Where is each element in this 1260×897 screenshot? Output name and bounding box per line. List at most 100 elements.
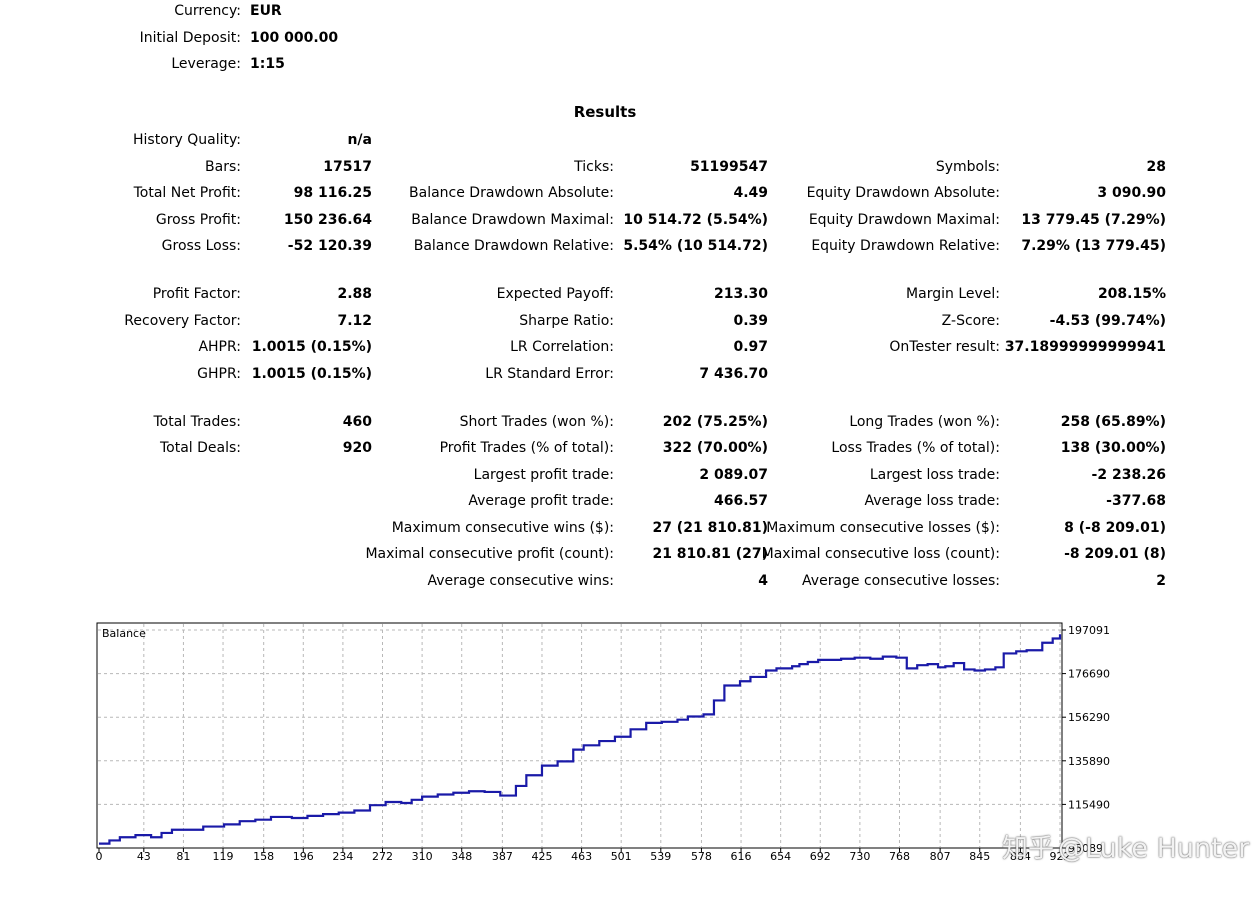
- y-tick-label: 156290: [1068, 711, 1110, 724]
- result-label: Average profit trade:: [468, 493, 614, 509]
- result-label: Average consecutive wins:: [427, 572, 614, 589]
- y-tick-label: 95089: [1068, 842, 1103, 855]
- header-label: Currency:: [174, 3, 241, 19]
- x-tick-label: 387: [492, 850, 513, 863]
- result-label: Maximal consecutive profit (count):: [365, 546, 614, 562]
- result-label: Profit Factor:: [152, 286, 241, 302]
- y-axis-ticks: 197091 176690 156290 135890 115490 95089: [1062, 624, 1110, 855]
- result-label: Maximum consecutive losses ($):: [766, 519, 1000, 536]
- x-tick-label: 730: [849, 850, 870, 863]
- result-value: 17517: [323, 158, 372, 175]
- result-label: Ticks:: [574, 158, 614, 175]
- x-tick-label: 922: [1050, 850, 1071, 863]
- result-label: Profit Trades (% of total):: [439, 440, 614, 456]
- result-label: Balance Drawdown Absolute:: [409, 185, 614, 201]
- y-tick-label: 176690: [1068, 668, 1110, 681]
- result-value: 7.12: [337, 312, 372, 329]
- result-value: 322 (70.00%): [662, 440, 768, 456]
- result-label: Total Trades:: [153, 413, 242, 430]
- x-tick-label: 768: [889, 850, 910, 863]
- y-tick-label: 197091: [1068, 624, 1110, 637]
- x-tick-label: 158: [253, 850, 274, 863]
- x-tick-label: 43: [137, 850, 151, 863]
- x-tick-label: 81: [176, 850, 190, 863]
- x-tick-label: 654: [770, 850, 791, 863]
- result-label: Maximum consecutive wins ($):: [391, 519, 614, 536]
- x-tick-label: 501: [611, 850, 632, 863]
- result-value: 21 810.81 (27): [652, 546, 768, 562]
- result-label: Expected Payoff:: [496, 286, 614, 302]
- x-tick-label: 348: [451, 850, 472, 863]
- x-tick-label: 692: [810, 850, 831, 863]
- result-value: 8 (-8 209.01): [1064, 519, 1166, 536]
- result-label: Gross Profit:: [155, 211, 241, 228]
- result-value: 2: [1156, 572, 1166, 589]
- result-label: Total Deals:: [159, 440, 241, 456]
- result-label: Symbols:: [935, 158, 1000, 175]
- x-tick-label: 196: [293, 850, 314, 863]
- result-value: 213.30: [713, 286, 768, 302]
- x-axis-ticks: 0 43 81 119 158 196 234 272 310 348 387 425 463 501 53…: [96, 848, 1071, 863]
- balance-chart: Balance 197091 176690 156290 135890 115490 95…: [96, 622, 1110, 863]
- result-value: -2 238.26: [1091, 466, 1166, 483]
- result-label: Maximal consecutive loss (count):: [761, 546, 1000, 562]
- result-value: 7.29% (13 779.45): [1021, 238, 1166, 254]
- header-label: Leverage:: [171, 56, 241, 72]
- result-value: 2.88: [337, 286, 372, 302]
- result-label: Sharpe Ratio:: [519, 312, 614, 329]
- result-label: Balance Drawdown Relative:: [413, 238, 614, 254]
- header-value: 100 000.00: [250, 29, 339, 46]
- x-tick-label: 578: [691, 850, 712, 863]
- x-tick-label: 234: [332, 850, 353, 863]
- plot-frame: [96, 622, 1063, 849]
- header-label: Initial Deposit:: [139, 29, 241, 46]
- result-value: 5.54% (10 514.72): [623, 238, 768, 254]
- result-value: 51199547: [690, 158, 768, 175]
- result-value: 10 514.72 (5.54%): [623, 211, 768, 228]
- result-value: 460: [342, 413, 372, 430]
- result-label: GHPR:: [197, 365, 241, 382]
- result-value: 27 (21 810.81): [652, 519, 768, 536]
- result-label: Recovery Factor:: [124, 312, 241, 329]
- result-label: Average loss trade:: [864, 493, 1000, 509]
- result-label: Loss Trades (% of total):: [831, 440, 1000, 456]
- chart-title: Balance: [102, 627, 146, 640]
- result-value: 208.15%: [1097, 286, 1166, 302]
- x-tick-label: 310: [412, 850, 433, 863]
- x-tick-label: 539: [650, 850, 671, 863]
- result-value: -8 209.01 (8): [1064, 546, 1166, 562]
- watermark-text: @Luke Hunter: [1058, 833, 1250, 864]
- result-value: 37.18999999999941: [1004, 339, 1166, 355]
- result-label: History Quality:: [133, 132, 241, 148]
- result-label: AHPR:: [198, 339, 241, 355]
- x-tick-label: 425: [531, 850, 552, 863]
- header-value: 1:15: [250, 56, 285, 72]
- result-value: -52 120.39: [287, 238, 372, 254]
- result-value: 202 (75.25%): [662, 413, 768, 430]
- result-label: Largest loss trade:: [869, 466, 1000, 483]
- chart-grid: [98, 624, 1061, 849]
- result-value: 28: [1146, 158, 1166, 175]
- result-value: 13 779.45 (7.29%): [1021, 211, 1166, 228]
- result-label: Gross Loss:: [161, 238, 241, 254]
- result-label: Equity Drawdown Absolute:: [806, 185, 1000, 201]
- result-label: LR Correlation:: [510, 339, 614, 355]
- result-value: 7 436.70: [699, 365, 768, 382]
- result-value: 1.0015 (0.15%): [251, 339, 372, 355]
- result-value: 4: [758, 572, 768, 589]
- x-tick-label: 616: [731, 850, 752, 863]
- y-tick-label: 135890: [1068, 755, 1110, 768]
- result-value: -4.53 (99.74%): [1049, 312, 1166, 329]
- result-label: LR Standard Error:: [485, 365, 614, 382]
- x-tick-label: 807: [930, 850, 951, 863]
- x-tick-label: 845: [969, 850, 990, 863]
- x-tick-label: 119: [213, 850, 234, 863]
- x-tick-label: 272: [372, 850, 393, 863]
- x-tick-label: 463: [571, 850, 592, 863]
- result-value: 0.39: [733, 312, 768, 329]
- result-value: 258 (65.89%): [1060, 413, 1166, 430]
- x-tick-label: 0: [96, 850, 103, 863]
- result-label: Equity Drawdown Relative:: [811, 238, 1000, 254]
- result-value: n/a: [347, 132, 372, 148]
- result-label: Z-Score:: [941, 312, 1000, 329]
